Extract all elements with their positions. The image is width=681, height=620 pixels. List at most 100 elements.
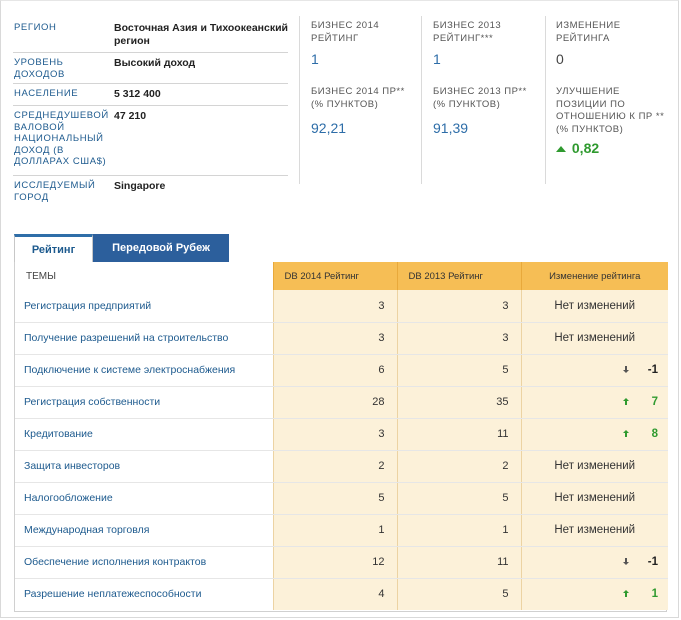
- topic-link[interactable]: Обеспечение исполнения контрактов: [15, 546, 273, 579]
- info-row-city: ИССЛЕДУЕМЫЙ ГОРОД Singapore: [13, 176, 288, 210]
- stat-value: 0,82: [571, 140, 600, 156]
- rank-2014-cell: 6: [272, 354, 397, 387]
- stat-value: 1: [433, 51, 441, 67]
- col-topics[interactable]: ТЕМЫ: [15, 262, 273, 290]
- rank-change-cell: -1: [520, 354, 669, 387]
- rank-2013-cell: 2: [396, 450, 521, 483]
- col-rank-2014[interactable]: DB 2014 Рейтинг: [272, 262, 397, 290]
- divider: [299, 16, 300, 184]
- stat-dtf-2013: БИЗНЕС 2013 ПР** (% ПУНКТОВ) 91,39: [433, 86, 541, 136]
- change-indicator: -1: [522, 364, 669, 376]
- rank-2014-cell: 12: [272, 546, 397, 579]
- stat-label: БИЗНЕС 2013 РЕЙТИНГ***: [433, 20, 502, 44]
- topic-link[interactable]: Регистрация предприятий: [15, 290, 273, 323]
- info-row-gni: СРЕДНЕДУШЕВОЙ ВАЛОВОЙ НАЦИОНАЛЬНЫЙ ДОХОД…: [13, 106, 288, 176]
- table-row: Налогообложение 5 5 Нет изменений: [15, 482, 668, 515]
- topic-link[interactable]: Разрешение неплатежеспособности: [24, 588, 202, 601]
- rank-change-cell: 8: [520, 418, 669, 451]
- info-value: Singapore: [114, 180, 166, 192]
- tab-bar: Рейтинг Передовой Рубеж: [14, 234, 229, 262]
- info-label: СРЕДНЕДУШЕВОЙ ВАЛОВОЙ НАЦИОНАЛЬНЫЙ ДОХОД…: [14, 110, 109, 167]
- stat-value: 91,39: [433, 120, 469, 136]
- rank-2013-cell: 5: [396, 482, 521, 515]
- stat-label: БИЗНЕС 2014 РЕЙТИНГ: [311, 20, 380, 44]
- info-row-population: НАСЕЛЕНИЕ 5 312 400: [13, 84, 288, 106]
- rank-2013-cell: 5: [396, 354, 521, 387]
- arrow-down-icon: [622, 365, 632, 375]
- arrow-up-icon: [622, 429, 632, 439]
- change-indicator: -1: [522, 556, 669, 568]
- rank-2014-cell: 4: [272, 578, 397, 610]
- stat-rank-2014: БИЗНЕС 2014 РЕЙТИНГ 1: [311, 20, 419, 67]
- table-row: Получение разрешений на строительство 3 3 Н…: [15, 322, 668, 355]
- no-change-text: Нет изменений: [554, 299, 636, 312]
- tab-frontier[interactable]: Передовой Рубеж: [93, 234, 229, 262]
- rank-change-cell: Нет изменений: [520, 482, 668, 515]
- no-change-text: Нет изменений: [554, 332, 636, 344]
- change-value: -1: [647, 364, 658, 376]
- change-indicator: 8: [522, 428, 669, 440]
- change-indicator: 1: [522, 588, 669, 600]
- col-rank-2013[interactable]: DB 2013 Рейтинг: [396, 262, 521, 290]
- stat-label: ИЗМЕНЕНИЕ РЕЙТИНГА: [556, 20, 621, 44]
- no-change-text: Нет изменений: [554, 524, 636, 536]
- info-value: Восточная Азия и Тихоокеанский регион: [114, 22, 289, 47]
- change-value: -1: [647, 556, 658, 568]
- stat-label: УЛУЧШЕНИЕ ПОЗИЦИИ ПО ОТНОШЕНИЮ К ПР ** (…: [556, 86, 665, 135]
- rank-change-cell: Нет изменений: [520, 450, 668, 483]
- topic-link[interactable]: Регистрация собственности: [15, 386, 273, 419]
- col-rank-change[interactable]: Изменение рейтинга: [520, 262, 668, 290]
- info-value: Высокий доход: [114, 57, 196, 69]
- rank-2014-cell: 3: [272, 322, 397, 355]
- arrow-up-icon: [622, 589, 632, 599]
- arrow-up-icon: [622, 397, 632, 407]
- arrow-down-icon: [622, 557, 632, 567]
- rank-change-cell: -1: [520, 546, 669, 579]
- stat-value: 92,21: [311, 120, 347, 136]
- topic-link[interactable]: Кредитование: [15, 418, 273, 451]
- rank-change-cell: 7: [520, 386, 669, 419]
- info-row-income: УРОВЕНЬ ДОХОДОВ Высокий доход: [13, 53, 288, 84]
- topic-link[interactable]: Международная торговля: [15, 514, 273, 547]
- arrow-up-icon: [556, 146, 566, 152]
- rank-2014-cell: 3: [272, 418, 397, 451]
- stat-improvement: УЛУЧШЕНИЕ ПОЗИЦИИ ПО ОТНОШЕНИЮ К ПР ** (…: [556, 86, 666, 156]
- topic-link[interactable]: Получение разрешений на строительство: [15, 322, 273, 355]
- stat-rank-2013: БИЗНЕС 2013 РЕЙТИНГ*** 1: [433, 20, 541, 67]
- rank-2013-cell: 5: [396, 578, 521, 610]
- divider: [421, 16, 422, 184]
- table-row: Обеспечение исполнения контрактов 12 11 -1: [15, 546, 669, 579]
- rank-change-cell: Нет изменений: [520, 514, 668, 547]
- rank-2014-cell: 28: [272, 386, 397, 419]
- topic-link[interactable]: Налогообложение: [15, 482, 273, 515]
- info-label: НАСЕЛЕНИЕ: [14, 88, 79, 99]
- info-value: 47 210: [114, 110, 147, 122]
- info-row-region: РЕГИОН Восточная Азия и Тихоокеанский ре…: [13, 18, 288, 53]
- change-indicator: 7: [522, 396, 669, 408]
- change-value: 1: [651, 588, 658, 601]
- stat-value: 0: [556, 51, 564, 67]
- topic-link[interactable]: Защита инвесторов: [15, 450, 273, 483]
- rank-2013-cell: 3: [396, 290, 521, 323]
- rank-stats: БИЗНЕС 2014 РЕЙТИНГ 1 БИЗНЕС 2013 РЕЙТИН…: [299, 16, 669, 212]
- tab-rating[interactable]: Рейтинг: [14, 234, 93, 262]
- divider: [545, 16, 546, 184]
- economy-info: РЕГИОН Восточная Азия и Тихоокеанский ре…: [13, 18, 288, 210]
- no-change-text: Нет изменений: [554, 460, 636, 472]
- table-row: Разрешение неплатежеспособности 4 5 1: [15, 578, 668, 610]
- rank-2013-cell: 35: [396, 386, 521, 419]
- stat-value: 1: [311, 51, 319, 67]
- stat-value-row: 0,82: [556, 140, 666, 156]
- topics-table: ТЕМЫ DB 2014 Рейтинг DB 2013 Рейтинг Изм…: [14, 262, 669, 612]
- rank-2014-cell: 5: [272, 482, 397, 515]
- topic-link[interactable]: Подключение к системе электроснабжения: [15, 354, 273, 387]
- stat-rank-change: ИЗМЕНЕНИЕ РЕЙТИНГА 0: [556, 20, 664, 67]
- table-row: Международная торговля 1 1 Нет изменений: [15, 514, 668, 547]
- no-change-text: Нет изменений: [554, 492, 636, 504]
- change-value: 7: [651, 396, 658, 408]
- rank-2013-cell: 3: [396, 322, 521, 355]
- table-row: Кредитование 3 11 8: [15, 418, 669, 451]
- table-row: Подключение к системе электроснабжения 6 5…: [15, 354, 669, 387]
- rank-2013-cell: 11: [396, 418, 521, 451]
